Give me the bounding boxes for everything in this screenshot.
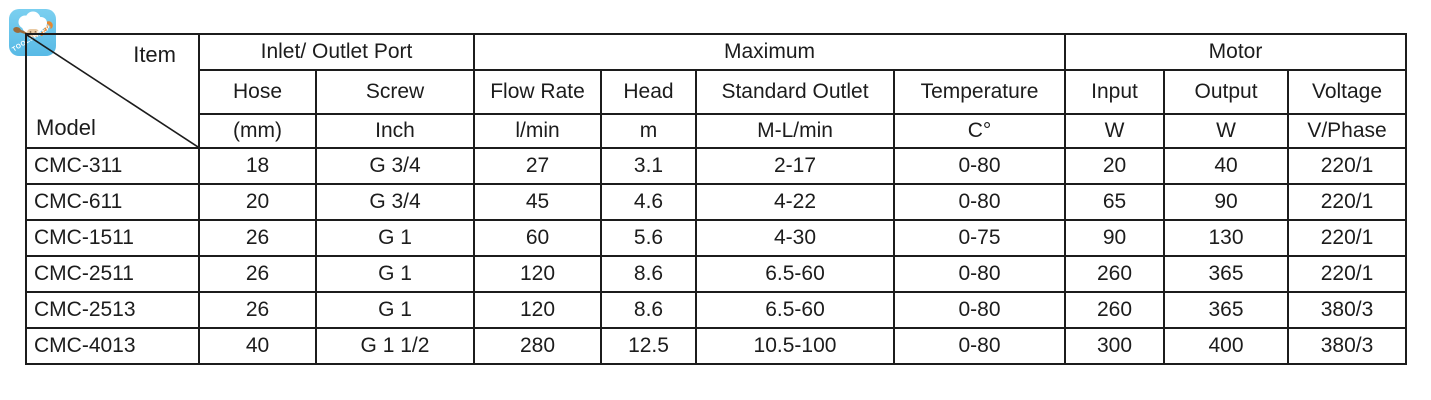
unit-head-m: m: [600, 113, 697, 149]
data-cell: 365: [1163, 255, 1290, 293]
data-cell: G 3/4: [315, 147, 475, 185]
data-cell: 12.5: [600, 327, 697, 365]
data-cell: 26: [198, 291, 317, 329]
table-row: CMC-2513 26 G 1 120 8.6 6.5-60 0-80 260 …: [25, 291, 1408, 329]
unit-standard-outlet-mlmin: M-L/min: [695, 113, 895, 149]
data-cell: 380/3: [1287, 327, 1408, 365]
data-cell: 0-80: [892, 255, 1067, 293]
data-cell: 3.1: [600, 147, 697, 185]
data-cell: 220/1: [1287, 255, 1408, 293]
data-cell: 10.5-100: [695, 327, 895, 365]
data-cell: 220/1: [1287, 147, 1408, 185]
column-header-flow-rate: Flow Rate: [473, 69, 602, 115]
data-cell: G 1: [315, 255, 475, 293]
model-cell: CMC-2511: [25, 255, 200, 293]
data-cell: 120: [473, 255, 602, 293]
data-cell: 220/1: [1287, 183, 1408, 221]
model-cell: CMC-611: [25, 183, 200, 221]
data-cell: 4-30: [695, 219, 895, 257]
data-cell: G 1: [315, 219, 475, 257]
data-cell: G 1: [315, 291, 475, 329]
data-cell: 6.5-60: [695, 291, 895, 329]
column-header-hose: Hose: [198, 69, 317, 115]
table-row: CMC-311 18 G 3/4 27 3.1 2-17 0-80 20 40 …: [25, 147, 1408, 185]
column-header-screw: Screw: [315, 69, 475, 115]
data-cell: 0-75: [892, 219, 1067, 257]
column-header-output: Output: [1163, 69, 1290, 115]
data-cell: 26: [198, 255, 317, 293]
data-cell: 45: [473, 183, 602, 221]
unit-voltage-vphase: V/Phase: [1287, 113, 1408, 149]
data-cell: 0-80: [892, 291, 1067, 329]
corner-model-label: Model: [36, 114, 96, 140]
data-cell: 2-17: [695, 147, 895, 185]
data-cell: 4-22: [695, 183, 895, 221]
group-header-maximum: Maximum: [472, 33, 1067, 71]
data-cell: 280: [473, 327, 602, 365]
column-header-head: Head: [600, 69, 697, 115]
data-cell: 0-80: [892, 183, 1067, 221]
data-cell: 260: [1064, 291, 1166, 329]
corner-item-label: Item: [133, 42, 176, 67]
group-header-motor: Motor: [1064, 33, 1408, 71]
data-cell: 300: [1064, 327, 1166, 365]
table-row: CMC-4013 40 G 1 1/2 280 12.5 10.5-100 0-…: [25, 327, 1408, 365]
data-cell: 20: [1064, 147, 1166, 185]
data-cell: 6.5-60: [695, 255, 895, 293]
data-cell: 90: [1163, 183, 1290, 221]
data-cell: 65: [1064, 183, 1166, 221]
pump-spec-table: Item Model Inlet/ Outlet Port Maximum Mo…: [25, 33, 1408, 365]
table-row: CMC-2511 26 G 1 120 8.6 6.5-60 0-80 260 …: [25, 255, 1408, 293]
data-cell: G 1 1/2: [315, 327, 475, 365]
column-header-temperature: Temperature: [892, 69, 1067, 115]
data-cell: 27: [473, 147, 602, 185]
model-cell: CMC-4013: [25, 327, 200, 365]
data-cell: 130: [1163, 219, 1290, 257]
column-header-standard-outlet: Standard Outlet: [695, 69, 895, 115]
unit-hose-mm: (mm): [198, 113, 317, 149]
data-cell: 380/3: [1287, 291, 1408, 329]
data-cell: 18: [198, 147, 317, 185]
group-header-inlet-outlet-port: Inlet/ Outlet Port: [198, 33, 475, 71]
data-cell: 40: [1163, 147, 1290, 185]
data-cell: 4.6: [600, 183, 697, 221]
data-cell: 0-80: [892, 147, 1067, 185]
data-cell: 60: [473, 219, 602, 257]
data-cell: 40: [198, 327, 317, 365]
data-cell: 26: [198, 219, 317, 257]
data-cell: 260: [1064, 255, 1166, 293]
data-cell: 0-80: [892, 327, 1067, 365]
unit-flow-rate-lmin: l/min: [473, 113, 602, 149]
data-cell: 220/1: [1287, 219, 1408, 257]
data-cell: 120: [473, 291, 602, 329]
column-header-input: Input: [1064, 69, 1166, 115]
data-cell: 8.6: [600, 255, 697, 293]
table-row: CMC-1511 26 G 1 60 5.6 4-30 0-75 90 130 …: [25, 219, 1408, 257]
corner-cell: Item Model: [25, 33, 200, 149]
unit-output-w: W: [1163, 113, 1290, 149]
unit-screw-inch: Inch: [315, 113, 475, 149]
data-cell: 365: [1163, 291, 1290, 329]
unit-temperature-c: C°: [892, 113, 1067, 149]
data-cell: 5.6: [600, 219, 697, 257]
data-cell: 90: [1064, 219, 1166, 257]
table-row: CMC-611 20 G 3/4 45 4.6 4-22 0-80 65 90 …: [25, 183, 1408, 221]
unit-input-w: W: [1064, 113, 1166, 149]
data-cell: 20: [198, 183, 317, 221]
model-cell: CMC-1511: [25, 219, 200, 257]
diagonal-divider: [27, 35, 198, 147]
data-cell: G 3/4: [315, 183, 475, 221]
model-cell: CMC-2513: [25, 291, 200, 329]
model-cell: CMC-311: [25, 147, 200, 185]
column-header-voltage: Voltage: [1287, 69, 1408, 115]
data-cell: 400: [1163, 327, 1290, 365]
data-cell: 8.6: [600, 291, 697, 329]
